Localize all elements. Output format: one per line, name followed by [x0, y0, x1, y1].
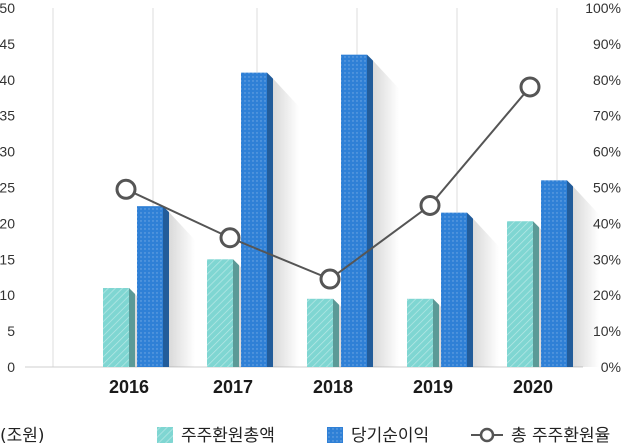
y-right-tick-label: 60%	[593, 144, 621, 160]
bar-net-income-texture	[441, 212, 467, 367]
y-axis-left: 0 5 10 15 20 25 30 35 40 45 50	[0, 0, 15, 375]
y-right-tick-label: 100%	[585, 0, 621, 16]
y-left-tick-label: 15	[0, 251, 15, 267]
y-right-tick-label: 30%	[593, 251, 621, 267]
y-right-tick-label: 0%	[601, 359, 621, 375]
bar-net-income-shadow	[163, 206, 195, 367]
bar-net-income-side	[267, 72, 273, 368]
payout-ratio-point	[519, 76, 541, 98]
bar-shareholder-return-side	[129, 288, 135, 367]
bar-shareholder-return-texture	[103, 288, 129, 367]
y-right-tick-label: 80%	[593, 72, 621, 88]
legend: 주주환원총액 당기순이익 총 주주환원율	[157, 426, 610, 446]
x-tick-label: 2018	[313, 377, 353, 397]
bar-net-income-shadow	[467, 212, 499, 367]
bar-net-income-texture	[137, 206, 163, 367]
bar-net-income-side	[467, 212, 473, 367]
legend-label: 총 주주환원율	[511, 426, 610, 446]
legend-swatch-texture	[327, 427, 343, 443]
x-tick-label: 2016	[109, 377, 149, 397]
bar-net-income-texture	[241, 72, 267, 368]
bars	[103, 54, 573, 368]
payout-ratio-point	[419, 194, 441, 216]
payout-ratio-point	[115, 178, 137, 200]
y-left-tick-label: 35	[0, 108, 15, 124]
y-right-tick-label: 20%	[593, 287, 621, 303]
bar-net-income-side	[367, 54, 373, 368]
payout-ratio-line	[115, 76, 541, 290]
y-axis-right: 0% 10% 20% 30% 40% 50% 60% 70% 80% 90% 100%	[585, 0, 621, 375]
legend-item: 총 주주환원율	[471, 426, 610, 446]
y-left-tick-label: 45	[0, 36, 15, 52]
bar-net-income-texture	[541, 180, 567, 367]
x-tick-label: 2017	[213, 377, 253, 397]
y-left-tick-label: 50	[0, 0, 15, 16]
bar-net-income-shadow	[367, 54, 399, 368]
x-tick-label: 2020	[513, 377, 553, 397]
unit-label: (조원)	[0, 426, 45, 446]
y-left-tick-label: 20	[0, 215, 15, 231]
legend-label: 당기순이익	[351, 426, 429, 446]
payout-ratio-point	[219, 227, 241, 249]
y-left-tick-label: 5	[7, 323, 15, 339]
bar-shareholder-return-texture	[207, 259, 233, 367]
y-right-tick-label: 50%	[593, 180, 621, 196]
y-right-tick-label: 70%	[593, 108, 621, 124]
y-right-tick-label: 40%	[593, 215, 621, 231]
x-axis: 2016 2017 2018 2019 2020	[109, 377, 553, 397]
legend-swatch-texture	[157, 427, 173, 443]
y-right-tick-label: 10%	[593, 323, 621, 339]
bar-shareholder-return-side	[233, 259, 239, 367]
bar-net-income-shadow	[567, 180, 599, 367]
y-left-tick-label: 0	[7, 359, 15, 375]
bar-net-income-side	[163, 206, 169, 367]
legend-item: 주주환원총액	[157, 426, 275, 446]
legend-label: 주주환원총액	[181, 426, 275, 446]
bar-shareholder-return-side	[533, 221, 539, 367]
bar-net-income-shadow	[267, 72, 299, 368]
bar-net-income-texture	[341, 54, 367, 368]
bar-shareholder-return-side	[433, 298, 439, 367]
payout-ratio-point	[319, 268, 341, 290]
y-left-tick-label: 40	[0, 72, 15, 88]
bar-shareholder-return-texture	[507, 221, 533, 367]
x-tick-label: 2019	[413, 377, 453, 397]
y-left-tick-label: 25	[0, 180, 15, 196]
legend-marker	[479, 427, 495, 443]
y-left-tick-label: 30	[0, 144, 15, 160]
y-left-tick-label: 10	[0, 287, 15, 303]
legend-item: 당기순이익	[327, 426, 429, 446]
bar-shareholder-return-texture	[407, 298, 433, 367]
bar-shareholder-return-texture	[307, 298, 333, 367]
y-right-tick-label: 90%	[593, 36, 621, 52]
bar-shareholder-return-side	[333, 298, 339, 367]
bar-net-income-side	[567, 180, 573, 367]
